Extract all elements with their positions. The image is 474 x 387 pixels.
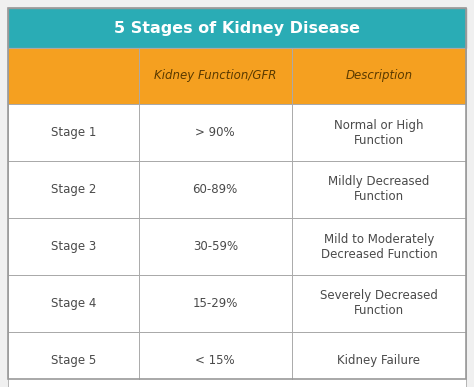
Text: Stage 3: Stage 3 (51, 240, 96, 253)
Bar (8, 48, 466, 104)
Text: Stage 4: Stage 4 (51, 297, 96, 310)
Text: Kidney Function/GFR: Kidney Function/GFR (154, 70, 276, 82)
Text: Kidney Failure: Kidney Failure (337, 354, 420, 367)
Text: Mildly Decreased
Function: Mildly Decreased Function (328, 175, 429, 204)
Text: Mild to Moderately
Decreased Function: Mild to Moderately Decreased Function (320, 233, 438, 260)
Text: Stage 1: Stage 1 (51, 126, 96, 139)
Text: Severely Decreased
Function: Severely Decreased Function (320, 289, 438, 317)
Text: Stage 5: Stage 5 (51, 354, 96, 367)
Text: Description: Description (346, 70, 412, 82)
Bar (8, 218, 466, 275)
Bar (8, 161, 466, 218)
Text: Stage 2: Stage 2 (51, 183, 96, 196)
Text: 5 Stages of Kidney Disease: 5 Stages of Kidney Disease (114, 21, 360, 36)
Text: 15-29%: 15-29% (192, 297, 238, 310)
Text: 30-59%: 30-59% (193, 240, 238, 253)
Bar (8, 275, 466, 332)
Bar (8, 104, 466, 161)
Text: > 90%: > 90% (195, 126, 235, 139)
Bar (8, 8, 466, 48)
Bar (8, 332, 466, 387)
Text: < 15%: < 15% (195, 354, 235, 367)
Text: 60-89%: 60-89% (192, 183, 238, 196)
Text: Normal or High
Function: Normal or High Function (334, 118, 424, 147)
